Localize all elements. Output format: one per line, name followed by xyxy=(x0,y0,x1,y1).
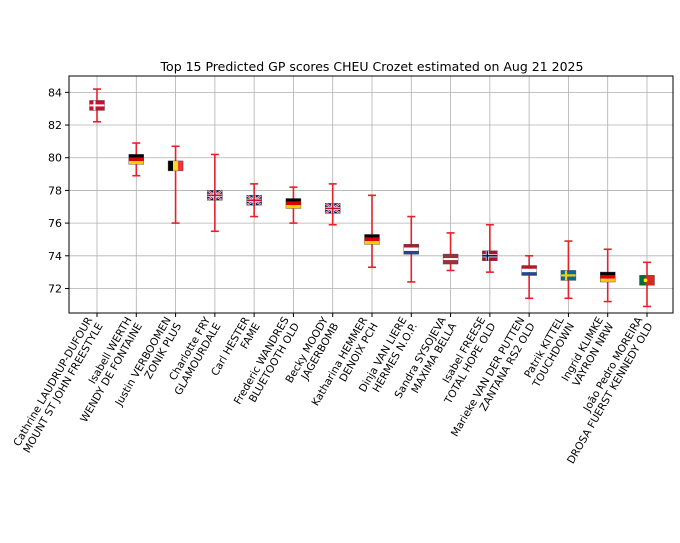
y-tick-label: 76 xyxy=(48,217,62,230)
flag-part xyxy=(128,157,144,162)
flag-por-icon xyxy=(639,275,655,286)
flag-part xyxy=(521,265,537,276)
flag-part xyxy=(482,250,498,261)
flag-part xyxy=(331,203,334,214)
plot-frame xyxy=(68,75,674,314)
flag-part xyxy=(128,154,144,165)
y-tick-label: 74 xyxy=(48,250,62,263)
rider-name-label: Cathrine LAUDRUP-DUFOUR xyxy=(11,315,95,448)
flag-part xyxy=(482,254,498,257)
flag-part xyxy=(600,275,616,279)
flag-part xyxy=(403,247,419,251)
flag-part xyxy=(521,265,537,269)
flag-part xyxy=(128,161,144,165)
flag-lat-icon xyxy=(442,253,459,265)
flag-part xyxy=(442,253,459,265)
flag-part xyxy=(443,258,459,261)
flag-ger-icon xyxy=(128,154,144,165)
horse-name-label: MOUNT ST JOHN FREESTYLE xyxy=(21,321,105,455)
flag-ned-icon xyxy=(403,244,419,255)
flag-part xyxy=(521,268,537,273)
flag-part xyxy=(403,250,419,255)
flag-part xyxy=(89,100,105,111)
chart-title: Top 15 Predicted GP scores CHEU Crozet e… xyxy=(160,59,584,74)
flag-part xyxy=(403,244,419,255)
flag-part xyxy=(173,160,179,171)
flag-markers xyxy=(89,100,655,286)
flag-part xyxy=(168,160,174,171)
flag-part xyxy=(521,272,537,276)
flag-part xyxy=(246,195,262,206)
y-tick-label: 84 xyxy=(48,86,62,99)
y-tick-label: 80 xyxy=(48,152,62,165)
flag-part xyxy=(285,198,301,202)
flag-part xyxy=(364,234,380,245)
flag-part xyxy=(167,160,184,172)
flag-part xyxy=(253,195,255,206)
flag-part xyxy=(364,234,380,238)
flag-part xyxy=(207,190,223,201)
y-tick-label: 72 xyxy=(48,282,62,295)
flag-part xyxy=(600,272,616,276)
y-tick-label: 82 xyxy=(48,119,62,132)
flag-bel-icon xyxy=(167,160,184,172)
flag-den-icon xyxy=(89,100,105,111)
y-tick-label: 78 xyxy=(48,184,62,197)
flag-part xyxy=(364,241,380,245)
flag-ned-icon xyxy=(521,265,537,276)
flag-part xyxy=(645,275,655,286)
flag-part xyxy=(128,154,144,158)
flag-part xyxy=(643,277,648,283)
flag-part xyxy=(639,275,646,286)
y-axis-ticks: 72 74 76 78 80 82 84 xyxy=(48,86,69,295)
flag-gbr-icon xyxy=(324,202,341,215)
flag-ger-icon xyxy=(285,198,302,209)
flag-swe-icon xyxy=(560,270,577,281)
flag-part xyxy=(600,278,616,283)
flag-part xyxy=(560,270,577,281)
flag-part xyxy=(639,275,655,286)
flag-part xyxy=(178,160,184,171)
flag-part xyxy=(214,190,216,201)
flag-part xyxy=(403,244,419,248)
flag-nor-icon xyxy=(482,250,498,261)
flag-part xyxy=(285,198,302,209)
flag-ger-icon xyxy=(364,234,380,245)
flag-part xyxy=(89,104,105,107)
flag-part xyxy=(560,274,576,277)
flag-ger-icon xyxy=(600,271,616,283)
flag-part xyxy=(285,205,301,209)
flag-part xyxy=(600,271,616,283)
flag-gbr-icon xyxy=(206,189,223,202)
flag-part xyxy=(364,237,380,242)
grid-layer xyxy=(69,76,673,313)
flag-part xyxy=(325,203,341,214)
flag-part xyxy=(285,201,301,206)
flag-gbr-icon xyxy=(246,194,263,207)
